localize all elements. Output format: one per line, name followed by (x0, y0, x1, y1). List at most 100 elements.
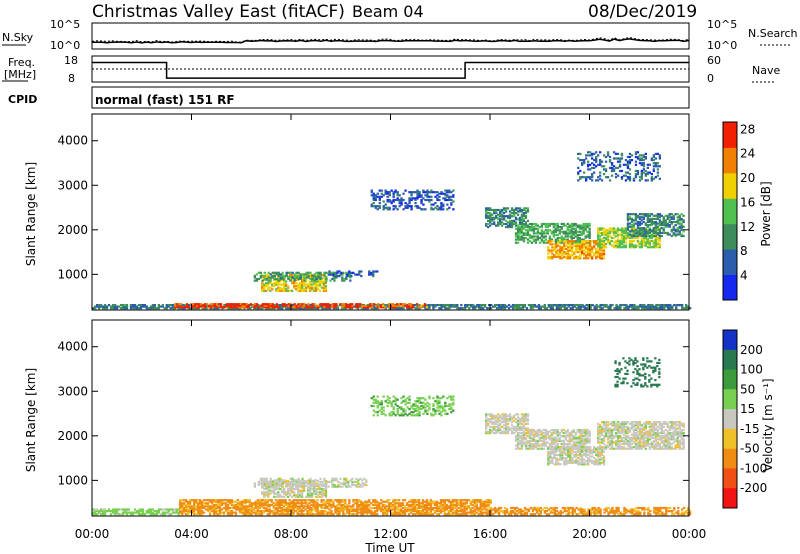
data-cell (608, 155, 612, 159)
data-cell (644, 230, 647, 233)
data-cell (581, 513, 584, 516)
data-cell (246, 513, 249, 516)
data-cell (460, 307, 463, 310)
data-cell (670, 216, 673, 219)
data-cell (214, 499, 218, 502)
data-cell (496, 510, 499, 513)
data-cell (591, 304, 594, 307)
data-cell (275, 303, 278, 306)
data-cell (626, 232, 630, 235)
data-cell (263, 304, 266, 307)
data-cell (291, 489, 294, 492)
data-cell (587, 249, 590, 252)
data-cell (463, 506, 466, 510)
data-cell (505, 508, 509, 511)
data-cell (338, 506, 341, 510)
data-cell (271, 288, 274, 291)
data-cell (407, 303, 411, 306)
data-cell (273, 274, 276, 277)
data-cell (520, 213, 524, 216)
data-cell (421, 511, 425, 514)
data-cell (324, 489, 328, 492)
data-cell (406, 205, 409, 208)
data-cell (416, 195, 419, 198)
data-cell (281, 489, 284, 492)
data-cell (384, 189, 387, 192)
data-cell (644, 236, 647, 239)
data-cell (260, 499, 263, 502)
data-cell (608, 230, 612, 233)
data-cell (539, 511, 542, 514)
data-cell (451, 500, 454, 503)
data-cell (181, 513, 184, 516)
data-cell (464, 307, 467, 310)
data-cell (554, 227, 557, 230)
data-cell (636, 241, 640, 244)
data-cell (670, 230, 673, 233)
data-cell (453, 505, 456, 508)
data-cell (652, 162, 655, 165)
data-cell (504, 226, 508, 229)
data-cell (394, 500, 397, 503)
data-cell (581, 243, 584, 246)
data-cell (338, 275, 341, 278)
data-cell (281, 307, 284, 310)
data-cell (528, 235, 532, 238)
data-cell (310, 503, 313, 506)
data-cell (597, 244, 600, 247)
data-cell (650, 236, 653, 239)
data-cell (281, 276, 284, 279)
data-cell (534, 227, 538, 230)
data-cell (539, 307, 542, 310)
data-cell (392, 191, 395, 194)
data-cell (310, 506, 313, 510)
data-cell (295, 494, 298, 497)
data-cell (348, 271, 351, 275)
data-cell (599, 243, 602, 246)
noise-left-tick-bottom: 10^0 (50, 39, 80, 52)
data-cell (109, 307, 113, 310)
data-cell (642, 220, 645, 224)
data-cell (220, 500, 224, 503)
data-cell (497, 213, 500, 216)
data-cell (288, 505, 291, 508)
data-cell (225, 303, 229, 306)
data-cell (629, 511, 632, 514)
data-cell (632, 236, 636, 239)
data-cell (199, 511, 202, 514)
data-cell (687, 513, 690, 516)
data-cell (315, 304, 318, 307)
data-cell (403, 510, 407, 513)
data-cell (386, 505, 389, 508)
data-cell (433, 502, 437, 505)
data-cell (478, 304, 481, 307)
data-cell (195, 500, 198, 503)
data-cell (612, 165, 616, 168)
data-cell (331, 304, 334, 307)
data-cell (435, 500, 439, 503)
data-cell (496, 511, 499, 514)
data-cell (297, 487, 300, 491)
data-cell (468, 307, 471, 310)
data-cell (295, 271, 298, 274)
data-cell (461, 502, 464, 505)
data-cell (312, 288, 316, 291)
data-cell (610, 244, 614, 247)
data-cell (267, 491, 270, 494)
data-cell (599, 307, 602, 310)
data-cell (558, 226, 561, 229)
data-cell (540, 235, 543, 238)
data-cell (408, 200, 411, 203)
data-cell (314, 506, 317, 510)
data-cell (565, 252, 568, 255)
data-cell (503, 510, 507, 513)
data-cell (280, 500, 283, 503)
data-cell (614, 230, 618, 233)
data-cell (521, 307, 525, 310)
data-cell (623, 513, 626, 516)
data-cell (610, 236, 614, 239)
data-cell (342, 506, 345, 510)
data-cell (351, 306, 354, 309)
data-cell (348, 500, 351, 503)
data-cell (200, 303, 203, 306)
